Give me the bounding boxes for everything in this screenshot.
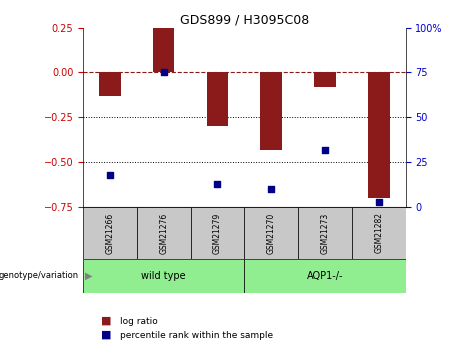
Point — [160, 70, 167, 75]
Text: AQP1-/-: AQP1-/- — [307, 271, 343, 281]
Title: GDS899 / H3095C08: GDS899 / H3095C08 — [180, 13, 309, 27]
Text: ■: ■ — [101, 316, 112, 326]
Point — [214, 181, 221, 186]
Bar — [260, 72, 282, 150]
Bar — [368, 72, 390, 198]
Text: GSM21276: GSM21276 — [159, 212, 168, 254]
Text: log ratio: log ratio — [120, 317, 158, 326]
Bar — [83, 259, 244, 293]
Text: GSM21266: GSM21266 — [106, 212, 114, 254]
Text: ■: ■ — [101, 330, 112, 340]
Text: wild type: wild type — [142, 271, 186, 281]
Text: percentile rank within the sample: percentile rank within the sample — [120, 331, 273, 340]
Bar — [314, 72, 336, 87]
Bar — [153, 28, 174, 72]
Text: genotype/variation: genotype/variation — [0, 272, 78, 280]
Text: GSM21282: GSM21282 — [374, 213, 383, 253]
Text: GSM21270: GSM21270 — [267, 212, 276, 254]
Bar — [190, 207, 244, 259]
Point — [375, 199, 383, 204]
Bar — [298, 207, 352, 259]
Bar — [352, 207, 406, 259]
Bar — [207, 72, 228, 126]
Bar — [244, 207, 298, 259]
Bar — [83, 207, 137, 259]
Bar — [137, 207, 190, 259]
Bar — [244, 259, 406, 293]
Bar — [99, 72, 121, 96]
Point — [106, 172, 113, 177]
Text: GSM21273: GSM21273 — [320, 212, 330, 254]
Text: GSM21279: GSM21279 — [213, 212, 222, 254]
Point — [321, 147, 329, 152]
Point — [267, 186, 275, 192]
Text: ▶: ▶ — [85, 271, 93, 281]
